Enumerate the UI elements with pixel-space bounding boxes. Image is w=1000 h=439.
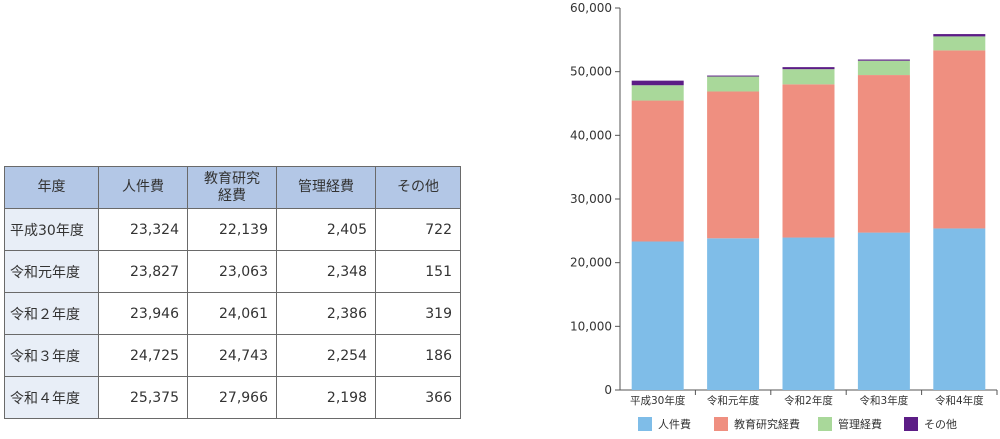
- header-line: 教育研究: [204, 170, 260, 187]
- value-cell: 25,375: [98, 376, 188, 419]
- value-cell: 24,061: [187, 292, 277, 335]
- expense-table: 年度 人件費 教育研究 経費 管理経費 その他 平成30年度 23,324 22,13…: [4, 166, 461, 419]
- bar-segment: [631, 80, 684, 86]
- legend-label: その他: [924, 418, 957, 431]
- value-cell: 27,966: [187, 376, 277, 419]
- row-year-cell: 令和元年度: [4, 250, 99, 293]
- bar-segment: [631, 100, 684, 242]
- value-cell: 722: [375, 208, 461, 251]
- y-tick-label: 40,000: [570, 128, 612, 142]
- y-tick-label: 20,000: [570, 256, 612, 270]
- value-cell: 23,063: [187, 250, 277, 293]
- row-year-cell: 令和３年度: [4, 334, 99, 377]
- bar-segment: [857, 60, 910, 76]
- x-tick-label: 令和2年度: [784, 394, 833, 407]
- value-cell: 2,348: [276, 250, 376, 293]
- y-tick-label: 50,000: [570, 65, 612, 79]
- row-year-cell: 平成30年度: [4, 208, 99, 251]
- table-row: 平成30年度 23,324 22,139 2,405 722: [4, 208, 461, 251]
- value-cell: 24,743: [187, 334, 277, 377]
- bar-segment: [857, 75, 910, 233]
- table-row: 令和３年度 24,725 24,743 2,254 186: [4, 334, 461, 377]
- value-cell: 186: [375, 334, 461, 377]
- row-year-cell: 令和４年度: [4, 376, 99, 419]
- header-personnel: 人件費: [98, 166, 188, 209]
- header-other: その他: [375, 166, 461, 209]
- bar-segment: [707, 91, 760, 239]
- y-tick-label: 0: [604, 383, 612, 397]
- stacked-bar-chart: 0 10,000 20,000 30,000 40,000 50,000 60,000 平成3…: [570, 1, 998, 431]
- bar-segment: [782, 84, 835, 238]
- table-row: 令和２年度 23,946 24,061 2,386 319: [4, 292, 461, 335]
- value-cell: 151: [375, 250, 461, 293]
- legend-label: 管理経費: [838, 417, 882, 431]
- value-cell: 2,405: [276, 208, 376, 251]
- legend-swatch: [714, 417, 728, 431]
- header-line: 経費: [218, 187, 246, 204]
- value-cell: 2,198: [276, 376, 376, 419]
- x-tick-label: 令和3年度: [860, 394, 909, 407]
- row-year-cell: 令和２年度: [4, 292, 99, 335]
- bar-segment: [707, 75, 760, 77]
- table-row: 令和元年度 23,827 23,063 2,348 151: [4, 250, 461, 293]
- table-header-row: 年度 人件費 教育研究 経費 管理経費 その他: [4, 166, 461, 209]
- value-cell: 319: [375, 292, 461, 335]
- bar-segment: [631, 85, 684, 101]
- header-year: 年度: [4, 166, 99, 209]
- bar-segment: [707, 238, 760, 390]
- header-education-research: 教育研究 経費: [187, 166, 277, 209]
- value-cell: 23,827: [98, 250, 188, 293]
- value-cell: 23,324: [98, 208, 188, 251]
- bar-segment: [933, 228, 986, 390]
- bar-segment: [933, 36, 986, 51]
- value-cell: 22,139: [187, 208, 277, 251]
- value-cell: 23,946: [98, 292, 188, 335]
- x-tick-label: 平成30年度: [630, 394, 686, 407]
- bar-segment: [933, 50, 986, 229]
- bar-segment: [782, 67, 835, 70]
- bar-segment: [707, 76, 760, 92]
- bar-segment: [857, 59, 910, 61]
- header-management: 管理経費: [276, 166, 376, 209]
- table-row: 令和４年度 25,375 27,966 2,198 366: [4, 376, 461, 419]
- y-tick-label: 10,000: [570, 319, 612, 333]
- bar-segment: [631, 241, 684, 390]
- value-cell: 24,725: [98, 334, 188, 377]
- legend-swatch: [638, 417, 652, 431]
- bar-segment: [857, 232, 910, 390]
- value-cell: 366: [375, 376, 461, 419]
- y-tick-label: 60,000: [570, 1, 612, 15]
- value-cell: 2,386: [276, 292, 376, 335]
- bar-segment: [933, 34, 986, 37]
- legend-label: 人件費: [658, 417, 691, 431]
- legend-swatch: [818, 417, 832, 431]
- x-tick-label: 令和元年度: [707, 394, 760, 407]
- legend-label: 教育研究経費: [734, 417, 800, 431]
- bar-segment: [782, 69, 835, 85]
- legend-swatch: [904, 417, 918, 431]
- bar-segment: [782, 237, 835, 390]
- value-cell: 2,254: [276, 334, 376, 377]
- x-tick-label: 令和4年度: [935, 394, 984, 407]
- y-tick-label: 30,000: [570, 192, 612, 206]
